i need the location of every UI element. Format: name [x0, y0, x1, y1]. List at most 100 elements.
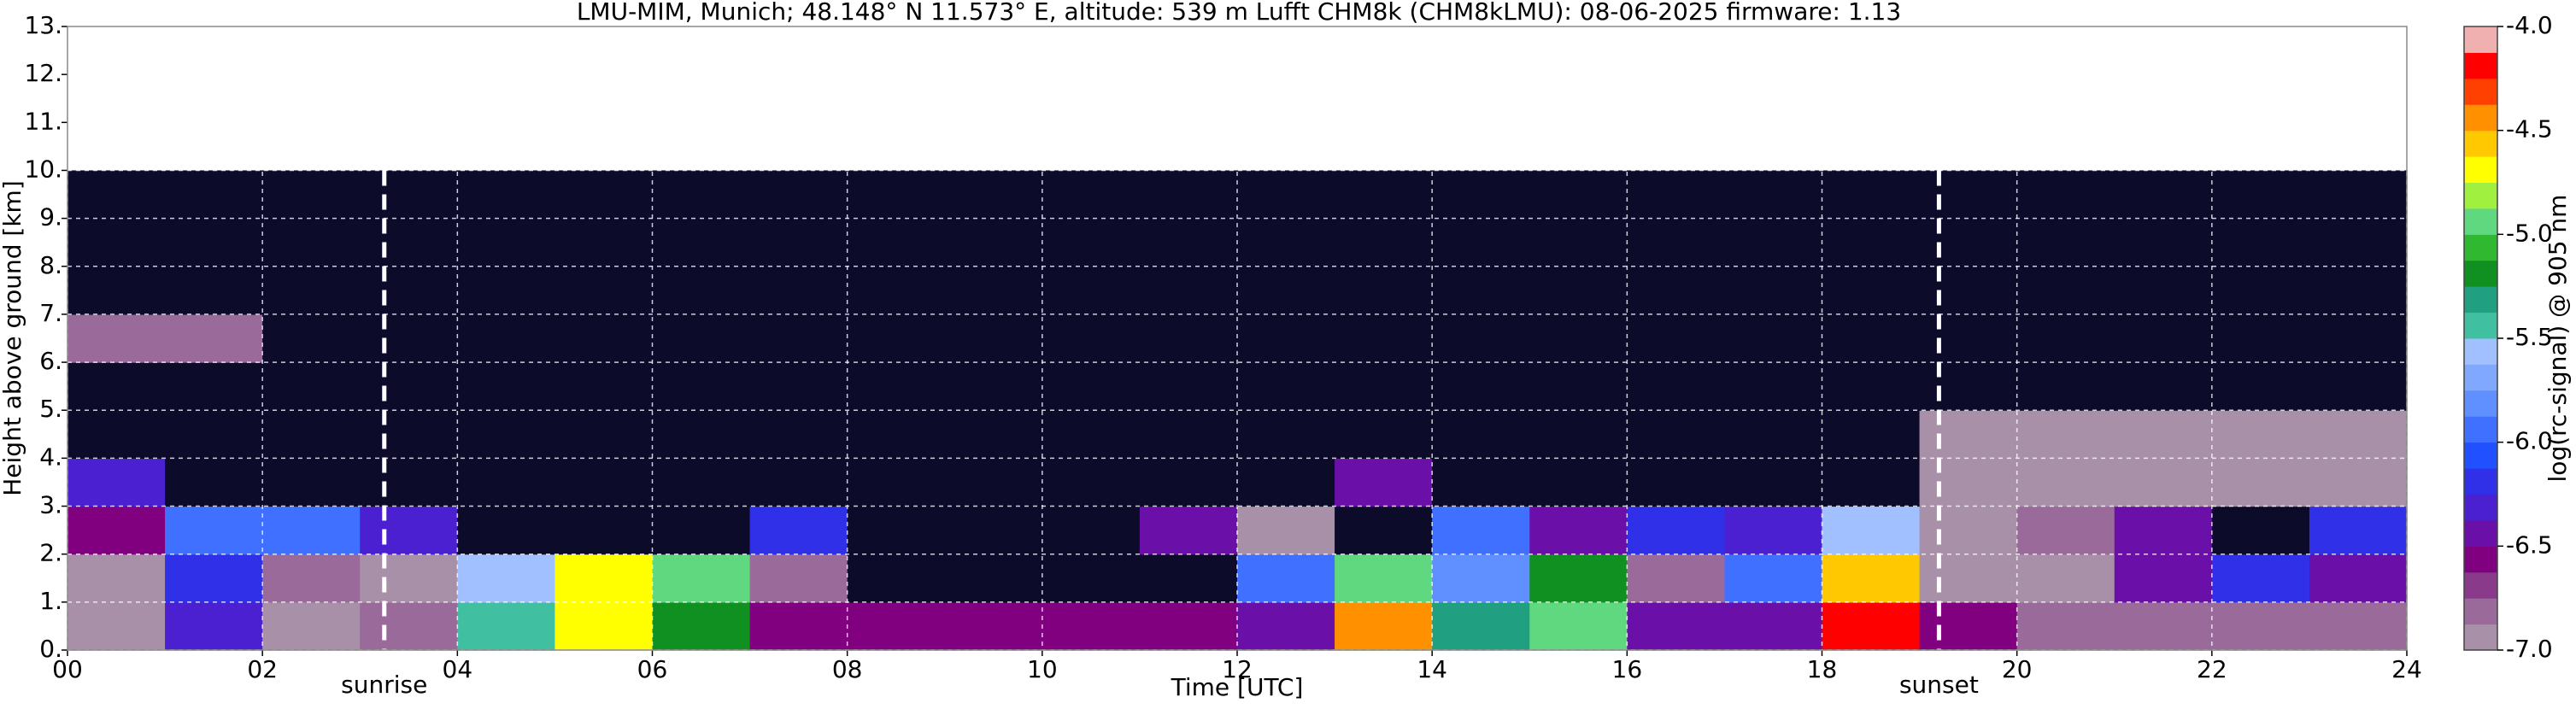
heatmap-cell: [1237, 362, 1335, 411]
heatmap-cell: [67, 313, 166, 363]
y-tick-label: 8.: [39, 251, 62, 279]
y-tick-label: 9.: [39, 203, 62, 231]
heatmap-cell: [2114, 601, 2213, 651]
heatmap-cell: [749, 362, 848, 411]
heatmap-cell: [555, 410, 654, 459]
heatmap-cell: [262, 554, 361, 603]
heatmap-cell: [1724, 410, 1823, 459]
heatmap-cell: [2309, 218, 2408, 267]
heatmap-cell: [1919, 362, 2018, 411]
heatmap-cell: [555, 266, 654, 315]
x-tick-label: 08: [832, 655, 863, 683]
heatmap-cell: [555, 170, 654, 220]
colorbar-band: [2464, 182, 2497, 209]
heatmap-cell: [1042, 410, 1141, 459]
heatmap-cell: [2114, 218, 2213, 267]
heatmap-cell: [1822, 506, 1921, 555]
x-tick-label: 12: [1222, 655, 1253, 683]
heatmap-cell: [944, 458, 1043, 507]
colorbar-band: [2464, 390, 2497, 417]
heatmap-cell: [2114, 313, 2213, 363]
colorbar-band: [2464, 468, 2497, 495]
heatmap-cell: [67, 506, 166, 555]
heatmap-cell: [1042, 458, 1141, 507]
colorbar-tick-label: -4.0: [2506, 11, 2553, 39]
heatmap-cell: [2114, 410, 2213, 459]
heatmap-cell: [1627, 554, 1726, 603]
heatmap-cell: [165, 266, 263, 315]
heatmap-cell: [457, 506, 556, 555]
heatmap-cell: [2309, 506, 2408, 555]
heatmap-cell: [555, 313, 654, 363]
heatmap-cell: [1139, 506, 1238, 555]
heatmap-cell: [457, 266, 556, 315]
heatmap-cell: [1919, 218, 2018, 267]
heatmap-cell: [1919, 554, 2018, 603]
colorbar-band: [2464, 338, 2497, 365]
heatmap-cell: [1237, 410, 1335, 459]
colorbar-band: [2464, 26, 2497, 53]
heatmap-cell: [360, 362, 458, 411]
heatmap-cell: [944, 506, 1043, 555]
heatmap-cell: [2211, 554, 2310, 603]
heatmap-cell: [165, 313, 263, 363]
heatmap-cell: [749, 506, 848, 555]
heatmap-cell: [1529, 506, 1628, 555]
heatmap-cell: [2211, 410, 2310, 459]
colorbar-label: log(rc-signal) @ 905 nm: [2544, 195, 2572, 483]
heatmap-cell: [1335, 313, 1433, 363]
heatmap-cell: [2309, 362, 2408, 411]
colorbar-band: [2464, 442, 2497, 469]
heatmap-cell: [1432, 410, 1530, 459]
heatmap-cell: [2309, 170, 2408, 220]
heatmap-cell: [67, 266, 166, 315]
heatmap-cell: [1042, 313, 1141, 363]
heatmap-cell: [1237, 554, 1335, 603]
heatmap-cell: [2211, 458, 2310, 507]
heatmap-cell: [1432, 266, 1530, 315]
x-tick-label: 14: [1417, 655, 1447, 683]
colorbar-band: [2464, 312, 2497, 339]
heatmap-cell: [67, 410, 166, 459]
heatmap-cell: [360, 601, 458, 651]
heatmap-cell: [1627, 601, 1726, 651]
heatmap-cell: [2309, 601, 2408, 651]
x-tick-label: 06: [637, 655, 668, 683]
heatmap-cell: [1432, 218, 1530, 267]
heatmap-cell: [1335, 410, 1433, 459]
heatmap-cell: [2114, 554, 2213, 603]
heatmap-cell: [1432, 313, 1530, 363]
x-tick-label: 02: [247, 655, 278, 683]
heatmap-cell: [652, 266, 751, 315]
y-tick-label: 13.: [24, 11, 62, 39]
heatmap-cell: [1724, 313, 1823, 363]
heatmap-cell: [1919, 601, 2018, 651]
x-tick-label: 00: [52, 655, 83, 683]
chart-title: LMU-MIM, Munich; 48.148° N 11.573° E, al…: [577, 0, 1901, 26]
heatmap-cell: [262, 458, 361, 507]
heatmap-cell: [749, 170, 848, 220]
y-tick-label: 6.: [39, 347, 62, 375]
heatmap-cell: [457, 410, 556, 459]
heatmap-cell: [2211, 170, 2310, 220]
y-tick-label: 4.: [39, 442, 62, 471]
colorbar-band: [2464, 208, 2497, 235]
heatmap-cell: [1822, 458, 1921, 507]
heatmap-cell: [1139, 410, 1238, 459]
heatmap-cell: [749, 458, 848, 507]
heatmap-cell: [1042, 601, 1141, 651]
y-tick-label: 12.: [24, 59, 62, 87]
heatmap-cell: [847, 506, 946, 555]
x-tick-label: 04: [443, 655, 473, 683]
heatmap-cell: [165, 170, 263, 220]
heatmap-cell: [360, 554, 458, 603]
heatmap-cell: [360, 458, 458, 507]
heatmap-cell: [2016, 601, 2115, 651]
heatmap-cell: [1724, 554, 1823, 603]
heatmap-cell: [1627, 410, 1726, 459]
colorbar-band: [2464, 78, 2497, 105]
heatmap-cell: [2114, 170, 2213, 220]
heatmap-cell: [165, 410, 263, 459]
heatmap-cell: [1529, 266, 1628, 315]
